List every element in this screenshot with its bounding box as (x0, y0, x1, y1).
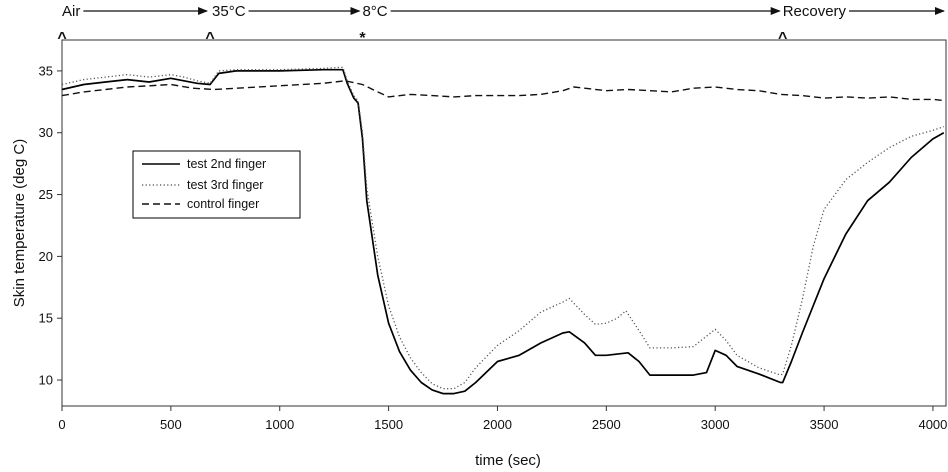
x-tick-label: 2500 (592, 417, 621, 432)
phase-marker: ^ (205, 30, 214, 47)
plot-frame (61, 39, 947, 407)
phase-label-8-c: 8°C (362, 3, 387, 20)
phase-marker: * (359, 30, 366, 47)
x-tick-label: 1500 (374, 417, 403, 432)
y-tick-label: 10 (39, 373, 53, 388)
x-tick-label: 500 (160, 417, 182, 432)
series-lines (61, 66, 945, 395)
y-axis-title: Skin temperature (deg C) (11, 139, 28, 307)
y-tick-label: 35 (39, 63, 53, 78)
y-tick-label: 30 (39, 125, 53, 140)
legend-label-control-finger: control finger (187, 197, 259, 211)
x-axis: 0 500 1000 1500 2000 2500 3000 3500 4000 (58, 406, 947, 432)
x-axis-title: time (sec) (475, 452, 541, 469)
x-tick-label: 4000 (918, 417, 947, 432)
phase-markers: ^ ^ * ^ (57, 30, 787, 47)
x-tick-label: 1000 (265, 417, 294, 432)
x-tick-label: 3500 (810, 417, 839, 432)
x-tick-label: 2000 (483, 417, 512, 432)
phase-marker: ^ (778, 30, 787, 47)
y-axis: 10 15 20 25 30 35 (39, 63, 62, 388)
phase-timeline: Air 35°C 8°C Recovery (62, 3, 945, 20)
series-line-control-finger (61, 80, 944, 102)
y-tick-label: 15 (39, 311, 53, 326)
phase-label-recovery: Recovery (783, 3, 847, 20)
y-tick-label: 25 (39, 187, 53, 202)
x-tick-label: 3000 (701, 417, 730, 432)
y-tick-label: 20 (39, 249, 53, 264)
legend-label-test-2nd-finger: test 2nd finger (187, 157, 266, 171)
legend: test 2nd finger test 3rd finger control … (132, 150, 301, 219)
legend-label-test-3rd-finger: test 3rd finger (187, 178, 263, 192)
series-line-test-3rd-finger (61, 66, 945, 390)
phase-label-air: Air (62, 3, 80, 20)
x-tick-label: 0 (58, 417, 65, 432)
series-line-test-2nd-finger (61, 68, 945, 395)
phase-label-35-c: 35°C (212, 3, 246, 20)
phase-marker: ^ (57, 30, 66, 47)
plot-area (61, 39, 947, 407)
